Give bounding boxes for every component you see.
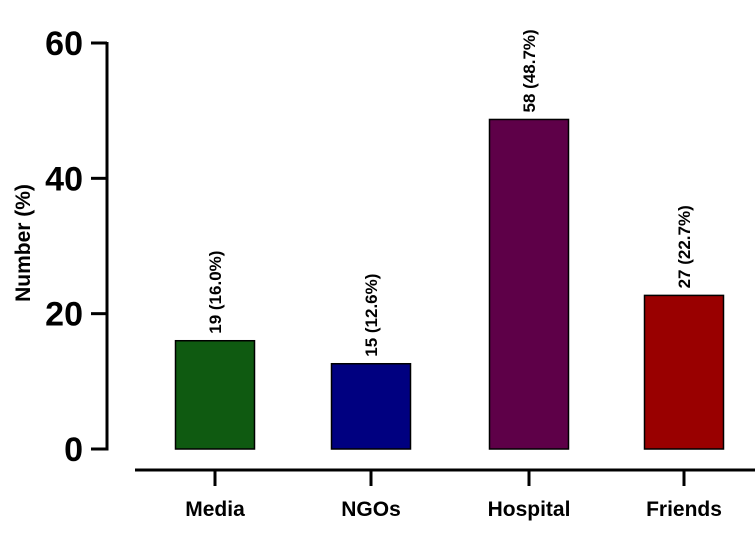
bars bbox=[174, 118, 725, 450]
data-label: 27 (22.7%) bbox=[675, 205, 694, 288]
bar bbox=[330, 362, 412, 450]
y-tick-label: 0 bbox=[64, 431, 83, 469]
y-axis-label: Number (%) bbox=[12, 184, 35, 302]
data-labels: 19 (16.0%) 15 (12.6%) 58 (48.7%) 27 (22.7%) bbox=[206, 29, 694, 356]
data-label: 19 (16.0%) bbox=[206, 251, 225, 334]
y-tick-label: 20 bbox=[45, 296, 83, 334]
y-axis: 0 20 40 60 bbox=[45, 25, 109, 469]
data-label: 15 (12.6%) bbox=[362, 274, 381, 357]
y-tick-label: 40 bbox=[45, 160, 83, 198]
x-axis: Media NGOs Hospital Friends bbox=[135, 468, 755, 521]
bar bbox=[488, 118, 570, 450]
data-label: 58 (48.7%) bbox=[520, 29, 539, 112]
x-tick-label: Friends bbox=[646, 498, 722, 521]
x-tick-label: Media bbox=[185, 498, 245, 521]
x-tick-label: NGOs bbox=[341, 498, 401, 521]
x-tick-label: Hospital bbox=[488, 498, 571, 521]
bar bbox=[643, 294, 725, 450]
bar bbox=[174, 339, 256, 450]
y-tick-label: 60 bbox=[45, 25, 83, 63]
